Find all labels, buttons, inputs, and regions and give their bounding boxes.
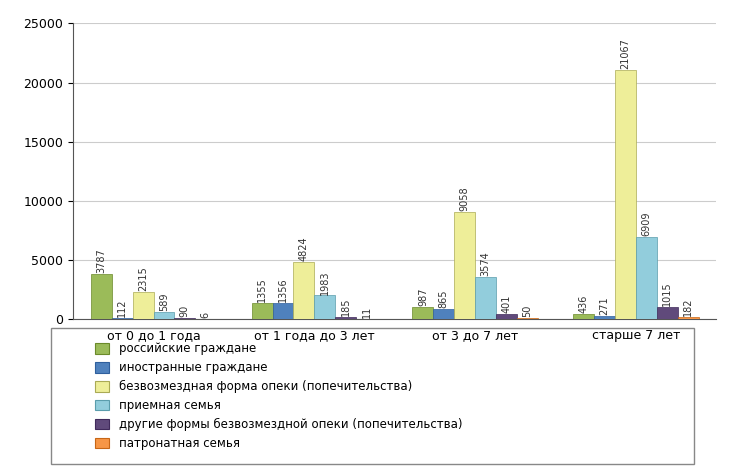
- Bar: [454, 212, 475, 319]
- Text: 182: 182: [683, 297, 693, 316]
- Text: 4824: 4824: [299, 236, 309, 261]
- Text: 436: 436: [579, 295, 588, 313]
- Bar: [273, 303, 293, 319]
- Text: 21067: 21067: [621, 38, 631, 69]
- Bar: [412, 307, 433, 319]
- Text: 865: 865: [439, 289, 449, 308]
- Bar: [314, 295, 336, 319]
- Text: 11: 11: [362, 306, 371, 318]
- Text: 1356: 1356: [278, 277, 288, 302]
- Bar: [573, 314, 594, 319]
- Text: 112: 112: [117, 298, 127, 317]
- Bar: [496, 314, 517, 319]
- Text: 271: 271: [599, 296, 610, 315]
- Bar: [678, 317, 699, 319]
- Bar: [615, 70, 636, 319]
- Text: 401: 401: [501, 295, 512, 313]
- Text: 2315: 2315: [138, 266, 148, 291]
- Text: 1355: 1355: [257, 277, 267, 302]
- Text: 50: 50: [523, 305, 532, 318]
- Text: 1015: 1015: [662, 281, 673, 306]
- Text: 185: 185: [341, 297, 351, 316]
- Bar: [293, 262, 314, 319]
- Text: 3787: 3787: [96, 249, 106, 273]
- Bar: [517, 318, 538, 319]
- Bar: [154, 312, 175, 319]
- Text: 6909: 6909: [641, 212, 651, 236]
- Text: 987: 987: [418, 288, 428, 306]
- Bar: [132, 292, 154, 319]
- Text: 3574: 3574: [480, 251, 491, 276]
- Bar: [175, 318, 195, 319]
- Text: 90: 90: [180, 305, 190, 317]
- Legend: российские граждане, иностранные граждане, безвозмездная форма опеки (попечитель: российские граждане, иностранные граждан…: [89, 337, 468, 456]
- Text: 1983: 1983: [319, 270, 330, 295]
- Bar: [251, 303, 273, 319]
- Bar: [475, 277, 496, 319]
- Bar: [336, 317, 356, 319]
- Bar: [112, 318, 132, 319]
- Bar: [594, 316, 615, 319]
- Bar: [91, 274, 112, 319]
- Text: 6: 6: [201, 312, 211, 318]
- Text: 589: 589: [159, 293, 169, 311]
- Bar: [636, 237, 657, 319]
- Bar: [657, 307, 678, 319]
- Bar: [433, 309, 454, 319]
- Text: 9058: 9058: [460, 186, 470, 211]
